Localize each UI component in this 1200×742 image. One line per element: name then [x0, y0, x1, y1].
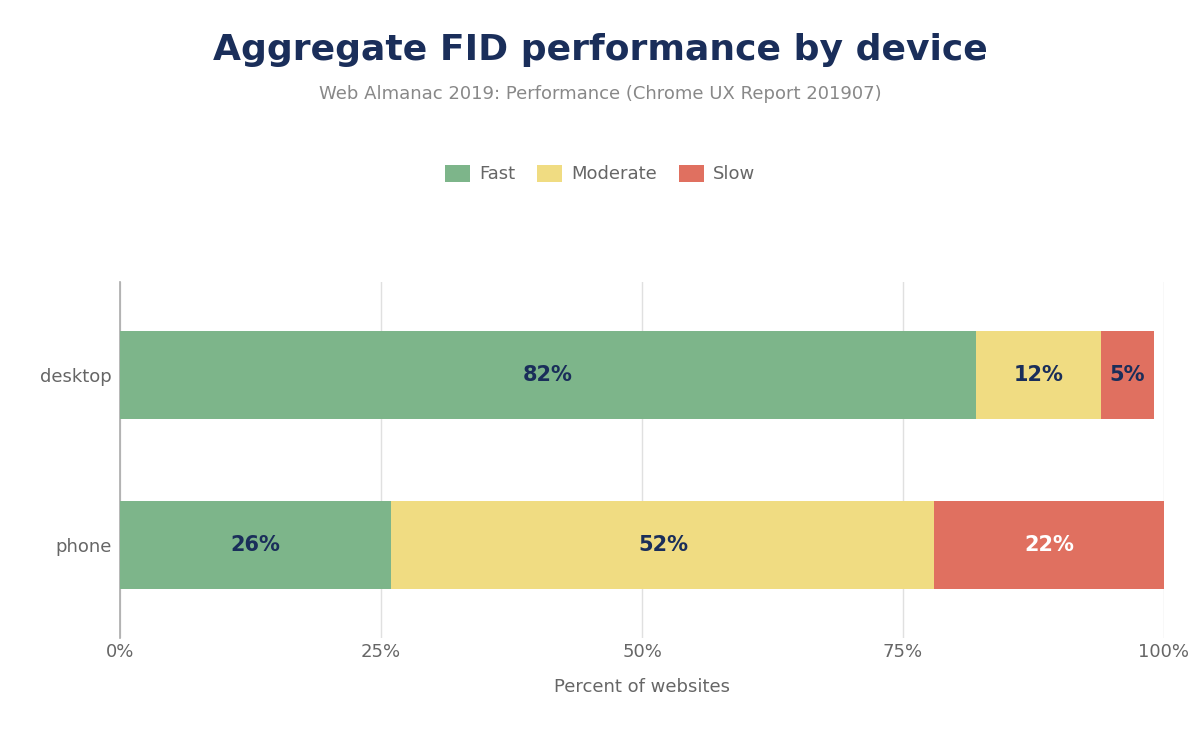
Text: Aggregate FID performance by device: Aggregate FID performance by device	[212, 33, 988, 68]
Text: 12%: 12%	[1014, 365, 1063, 385]
Bar	[976, 331, 1102, 419]
Text: 22%: 22%	[1025, 535, 1074, 555]
Text: 82%: 82%	[523, 365, 572, 385]
Text: 5%: 5%	[1110, 365, 1145, 385]
Text: Web Almanac 2019: Performance (Chrome UX Report 201907): Web Almanac 2019: Performance (Chrome UX…	[319, 85, 881, 103]
Text: 26%: 26%	[230, 535, 281, 555]
Bar	[1102, 331, 1153, 419]
Bar	[935, 501, 1164, 589]
Text: 52%: 52%	[638, 535, 688, 555]
Bar	[120, 501, 391, 589]
Legend: Fast, Moderate, Slow: Fast, Moderate, Slow	[438, 157, 762, 191]
Bar	[391, 501, 935, 589]
Bar	[120, 331, 976, 419]
X-axis label: Percent of websites: Percent of websites	[554, 677, 730, 696]
